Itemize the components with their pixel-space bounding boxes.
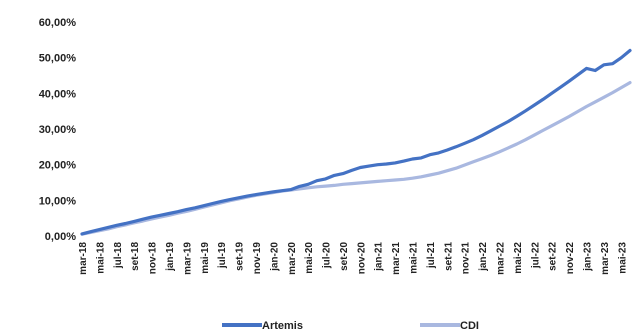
x-tick-label: set-19 <box>235 242 246 271</box>
x-tick-label: jul-20 <box>322 242 333 270</box>
x-tick-label: mai-18 <box>95 242 106 274</box>
x-tick-label: mar-23 <box>600 242 611 275</box>
series-lines <box>80 48 632 236</box>
y-tick-label: 50,00% <box>39 53 77 65</box>
x-tick-label: jan-20 <box>269 242 280 272</box>
legend-label-artemis: Artemis <box>262 320 303 332</box>
y-tick-label: 20,00% <box>39 160 77 172</box>
x-tick-label: mar-20 <box>287 242 298 275</box>
x-tick-label: jan-22 <box>478 242 489 272</box>
y-tick-label: 30,00% <box>39 124 77 136</box>
x-tick-label: mar-19 <box>182 242 193 275</box>
x-tick-label: jul-18 <box>113 242 124 270</box>
x-tick-label: set-18 <box>130 242 141 271</box>
y-tick-label: 0,00% <box>45 231 76 243</box>
series-line-cdi <box>80 80 632 236</box>
x-tick-label: jan-23 <box>583 242 594 272</box>
x-tick-label: jul-22 <box>530 242 541 270</box>
x-tick-label: set-22 <box>548 242 559 271</box>
series-line-artemis <box>80 48 632 236</box>
x-tick-label: jul-21 <box>426 242 437 270</box>
x-tick-label: set-21 <box>443 242 454 271</box>
legend: Artemis CDI <box>222 320 479 332</box>
x-tick-label: mai-19 <box>200 242 211 274</box>
x-tick-label: jul-19 <box>217 242 228 270</box>
x-tick-label: mar-22 <box>496 242 507 275</box>
y-tick-label: 40,00% <box>39 88 77 100</box>
x-tick-label: nov-20 <box>356 242 367 275</box>
x-tick-label: mar-18 <box>78 242 89 275</box>
x-tick-label: nov-18 <box>148 242 159 275</box>
x-tick-label: nov-19 <box>252 242 263 275</box>
x-tick-label: mai-21 <box>409 242 420 274</box>
x-tick-label: jan-21 <box>374 242 385 272</box>
y-tick-label: 60,00% <box>39 17 77 29</box>
x-tick-label: mai-23 <box>617 242 628 274</box>
y-tick-label: 10,00% <box>39 195 77 207</box>
x-axis-ticks: mar-18 mai-18 jul-18 set-18 nov-18 jan-19 mar-… <box>78 242 628 275</box>
y-axis-ticks: 0,00% 10,00% 20,00% 30,00% 40,00% 50,00% 60,00… <box>39 17 77 243</box>
x-tick-label: nov-21 <box>461 242 472 275</box>
x-tick-label: set-20 <box>339 242 350 271</box>
x-tick-label: mar-21 <box>391 242 402 275</box>
x-tick-label: mai-20 <box>304 242 315 274</box>
x-tick-label: jan-19 <box>165 242 176 272</box>
x-tick-label: mai-22 <box>513 242 524 274</box>
x-tick-label: nov-22 <box>565 242 576 275</box>
legend-label-cdi: CDI <box>460 320 479 332</box>
